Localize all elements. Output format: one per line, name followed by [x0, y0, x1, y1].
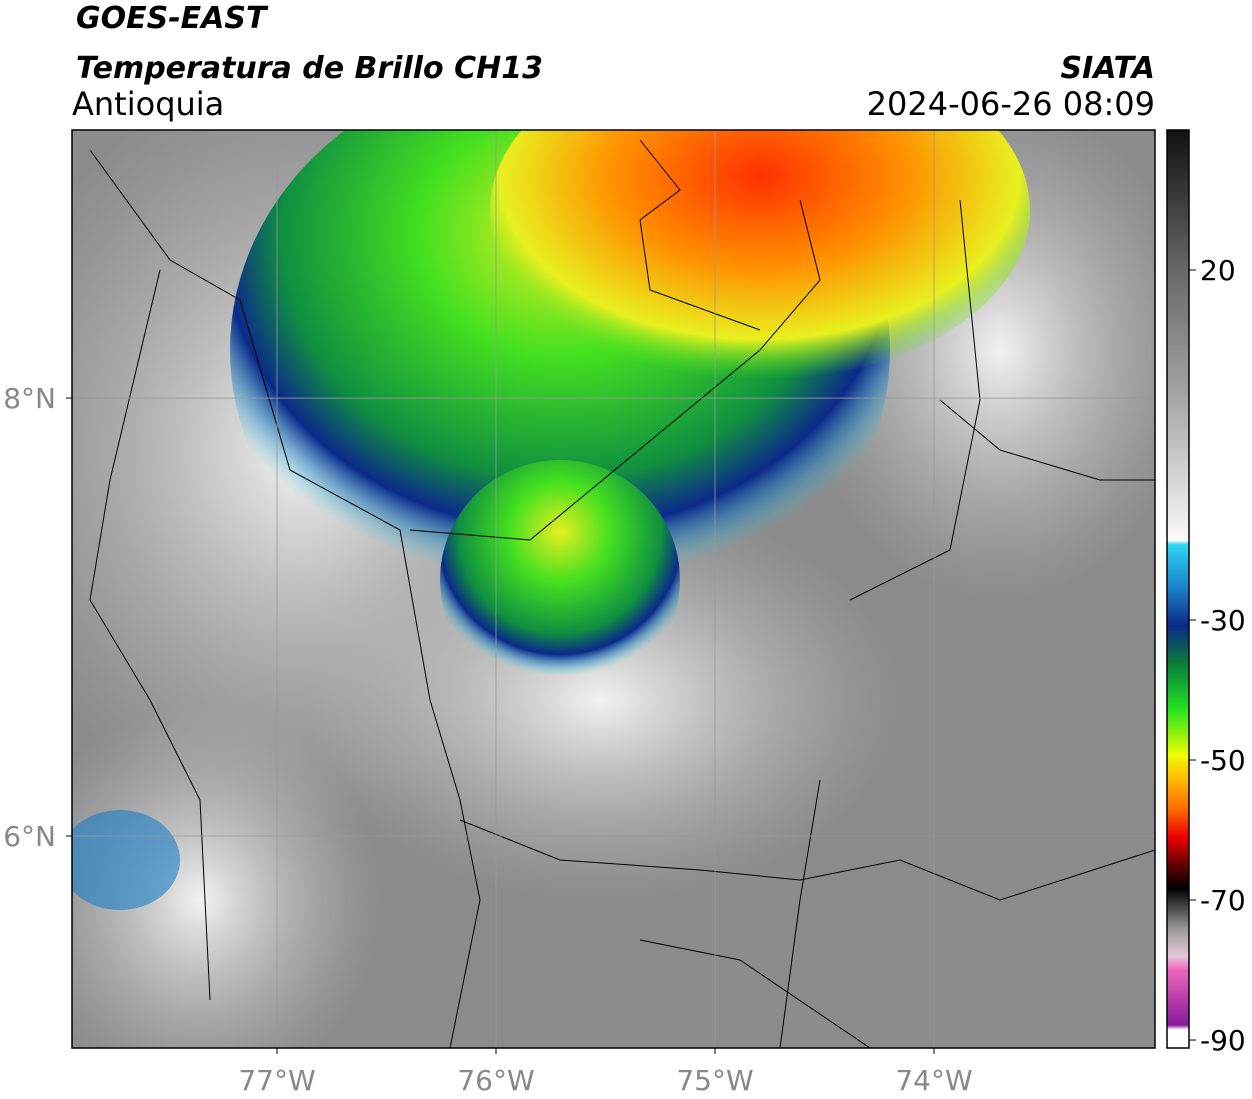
- y-tick-label: 8°N: [3, 382, 56, 415]
- colorbar: [1166, 129, 1190, 1049]
- subtitle: Temperatura de Brillo CH13: [76, 51, 543, 86]
- colorbar-tick-label: -50: [1200, 744, 1246, 777]
- y-tick-label: 6°N: [3, 820, 56, 853]
- datetime: 2024-06-26 08:09: [867, 85, 1155, 123]
- colorbar-tick-label: -70: [1200, 884, 1246, 917]
- x-tick-label: 77°W: [238, 1064, 315, 1097]
- colorbar-tick-label: -30: [1200, 604, 1246, 637]
- colorbar-tick-label: -90: [1200, 1024, 1246, 1057]
- x-tick-label: 76°W: [457, 1064, 534, 1097]
- x-tick-label: 75°W: [676, 1064, 753, 1097]
- source: SIATA: [1061, 51, 1155, 86]
- borders: [89, 139, 1155, 1048]
- region: Antioquia: [72, 85, 224, 123]
- map-frame: [71, 129, 1156, 1049]
- x-tick-label: 74°W: [895, 1064, 972, 1097]
- colorbar-tick-label: 20: [1200, 254, 1236, 287]
- title: GOES-EAST: [76, 1, 269, 36]
- imagery: [72, 130, 1155, 1048]
